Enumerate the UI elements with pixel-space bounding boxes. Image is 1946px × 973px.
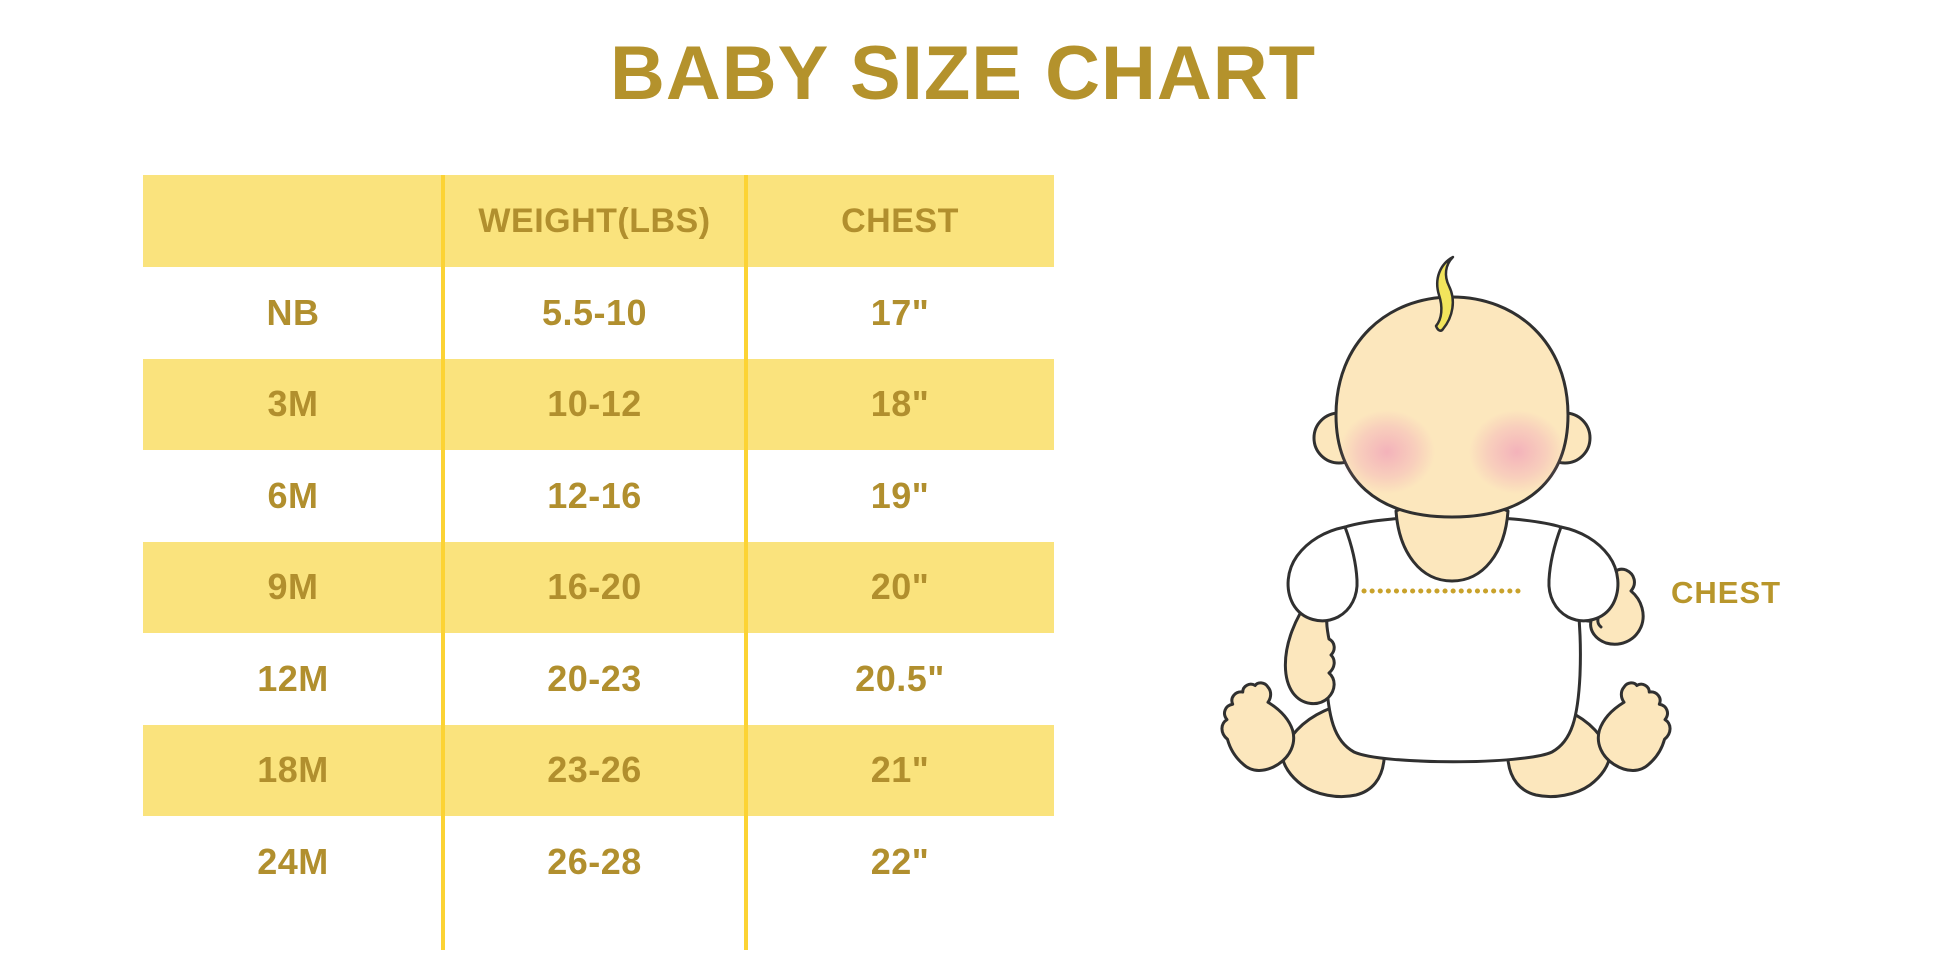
baby-blush-right: [1469, 410, 1565, 494]
table-row: 24M 26-28 22": [143, 816, 1054, 908]
baby-sleeve-left: [1286, 525, 1359, 623]
size-table: WEIGHT(LBS) CHEST NB 5.5-10 17" 3M 10-12…: [143, 175, 1054, 950]
table-row: 9M 16-20 20": [143, 541, 1054, 633]
chest-cell: 20": [870, 566, 930, 608]
size-cell: 6M: [267, 474, 319, 516]
baby-hair-curl: [1434, 255, 1455, 332]
baby-sleeve-right: [1547, 525, 1620, 623]
weight-cell: 16-20: [547, 566, 642, 608]
size-cell: 24M: [257, 840, 329, 882]
size-cell: 18M: [257, 749, 329, 791]
table-row: 18M 23-26 21": [143, 724, 1054, 816]
chest-cell: 18": [870, 383, 930, 425]
size-column-header: [143, 175, 443, 267]
size-cell: 12M: [257, 657, 329, 699]
weight-cell: 5.5-10: [541, 291, 648, 333]
table-row: 12M 20-23 20.5": [143, 633, 1054, 725]
chest-cell: 19": [870, 474, 930, 516]
size-cell: 3M: [267, 383, 319, 425]
weight-column-header: WEIGHT(LBS): [478, 201, 711, 240]
size-cell: NB: [266, 291, 320, 333]
chest-cell: 22": [870, 840, 930, 882]
baby-blush-left: [1339, 410, 1435, 494]
weight-cell: 26-28: [547, 840, 642, 882]
size-cell: 9M: [267, 566, 319, 608]
weight-cell: 20-23: [547, 657, 642, 699]
chest-cell: 17": [870, 291, 930, 333]
table-row: 6M 12-16 19": [143, 450, 1054, 542]
weight-cell: 12-16: [547, 474, 642, 516]
table-row: NB 5.5-10 17": [143, 267, 1054, 359]
baby-illustration: [1220, 255, 1672, 799]
chest-column-header: CHEST: [841, 201, 959, 240]
page-title: BABY SIZE CHART: [609, 31, 1317, 116]
table-header-row: WEIGHT(LBS) CHEST: [143, 175, 1054, 267]
chest-cell: 20.5": [855, 657, 945, 699]
table-row: 3M 10-12 18": [143, 358, 1054, 450]
column-divider-line: [441, 175, 445, 950]
weight-cell: 10-12: [547, 383, 642, 425]
column-divider-line: [744, 175, 748, 950]
chest-measure-label: CHEST: [1671, 575, 1782, 610]
weight-cell: 23-26: [547, 749, 642, 791]
chest-cell: 21": [870, 749, 930, 791]
